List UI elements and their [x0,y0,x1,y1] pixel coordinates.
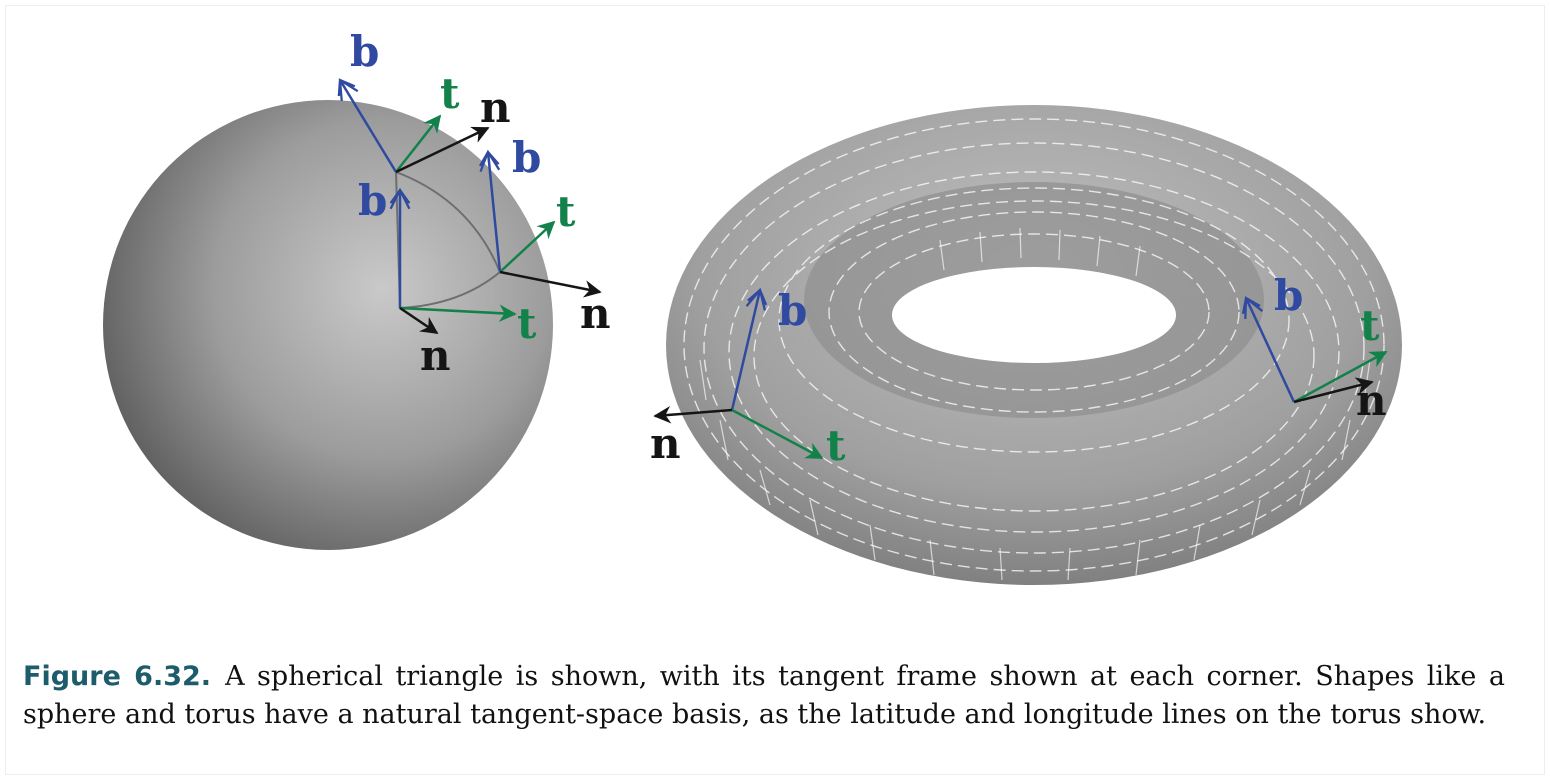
torus-left-t-label: t [826,421,846,470]
figure-caption: Figure 6.32. A spherical triangle is show… [23,658,1505,734]
sphere-top-t-label: t [440,69,460,118]
sphere [103,100,553,550]
sphere-top-b-label: b [350,27,379,76]
torus-left-b-label: b [778,286,807,335]
torus-right-n-label: n [1356,376,1387,425]
sphere-mid-b-label: b [358,176,387,225]
torus-frames [653,290,1388,460]
sphere-bottom-n-label: n [420,331,451,380]
torus-left-n-label: n [650,419,681,468]
torus-right-t-label: t [1360,301,1380,350]
sphere-bottom-t-label: t [517,299,537,348]
figure-illustration: b t n b b t n t n [103,27,1402,585]
sphere-right-b-label: b [512,133,541,182]
torus [666,105,1402,585]
torus-latitude-lines [683,118,1385,572]
sphere-right-n-label: n [580,289,611,338]
sphere-right-t-label: t [556,187,576,236]
caption-label: Figure 6.32. [23,661,212,692]
torus-longitude-lines [699,227,1371,581]
torus-right-b-label: b [1274,271,1303,320]
sphere-frames [340,80,602,335]
caption-text: A spherical triangle is shown, with its … [23,661,1505,730]
sphere-top-n-label: n [480,83,511,132]
